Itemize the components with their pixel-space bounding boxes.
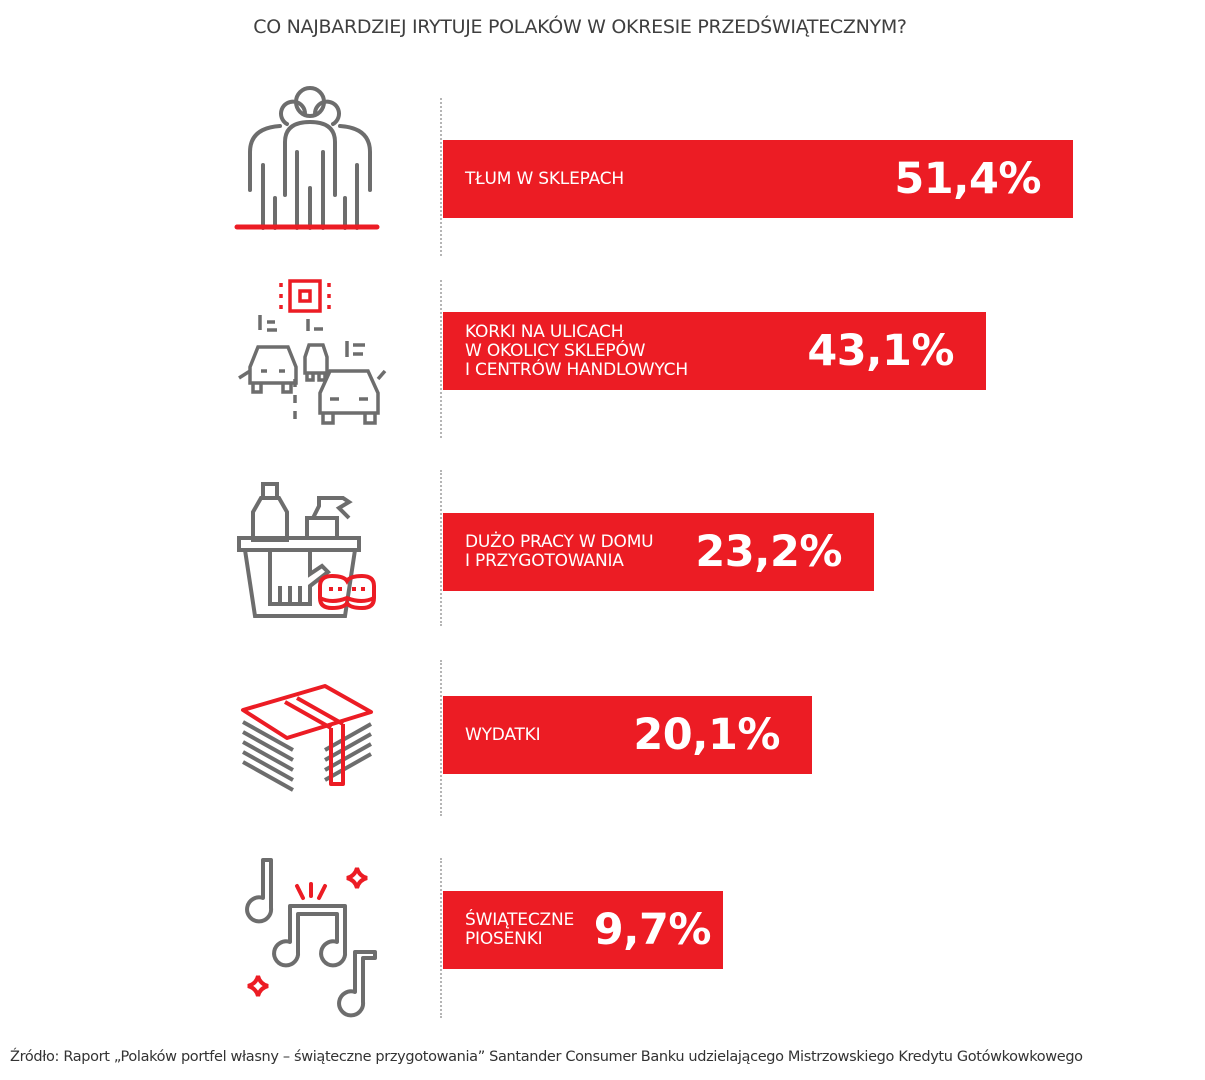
bar-traffic: KORKI NA ULICACH W OKOLICY SKLEPÓW I CEN… [443, 312, 986, 390]
row-divider [440, 98, 442, 256]
bar-label: DUŻO PRACY W DOMU I PRZYGOTOWANIA [465, 532, 654, 571]
bar-songs: ŚWIĄTECZNE PIOSENKI 9,7% [443, 891, 723, 969]
bar-value: 23,2% [695, 527, 842, 577]
money-stack-icon [241, 684, 373, 792]
row-divider [440, 858, 442, 1018]
bar-label: WYDATKI [465, 724, 541, 745]
bar-value: 9,7% [593, 905, 712, 955]
chart-title: CO NAJBARDZIEJ IRYTUJE POLAKÓW W OKRESIE… [253, 16, 907, 38]
bar-label: TŁUM W SKLEPACH [465, 168, 624, 189]
row-divider [440, 660, 442, 816]
row-divider [440, 280, 442, 438]
crowd-icon [234, 86, 380, 230]
row-divider [440, 470, 442, 626]
bar-expenses: WYDATKI 20,1% [443, 696, 812, 774]
bar-label: ŚWIĄTECZNE PIOSENKI [465, 910, 575, 949]
bar-crowd: TŁUM W SKLEPACH 51,4% [443, 140, 1073, 218]
source-note: Źródło: Raport „Polaków portfel własny –… [10, 1049, 1083, 1065]
bar-value: 51,4% [894, 154, 1041, 204]
bar-value: 20,1% [633, 710, 780, 760]
bar-housework: DUŻO PRACY W DOMU I PRZYGOTOWANIA 23,2% [443, 513, 874, 591]
traffic-jam-icon [238, 279, 387, 425]
cleaning-bucket-icon [237, 482, 376, 618]
bar-value: 43,1% [807, 326, 954, 376]
bar-label: KORKI NA ULICACH W OKOLICY SKLEPÓW I CEN… [465, 321, 688, 380]
music-notes-icon [245, 858, 377, 1018]
